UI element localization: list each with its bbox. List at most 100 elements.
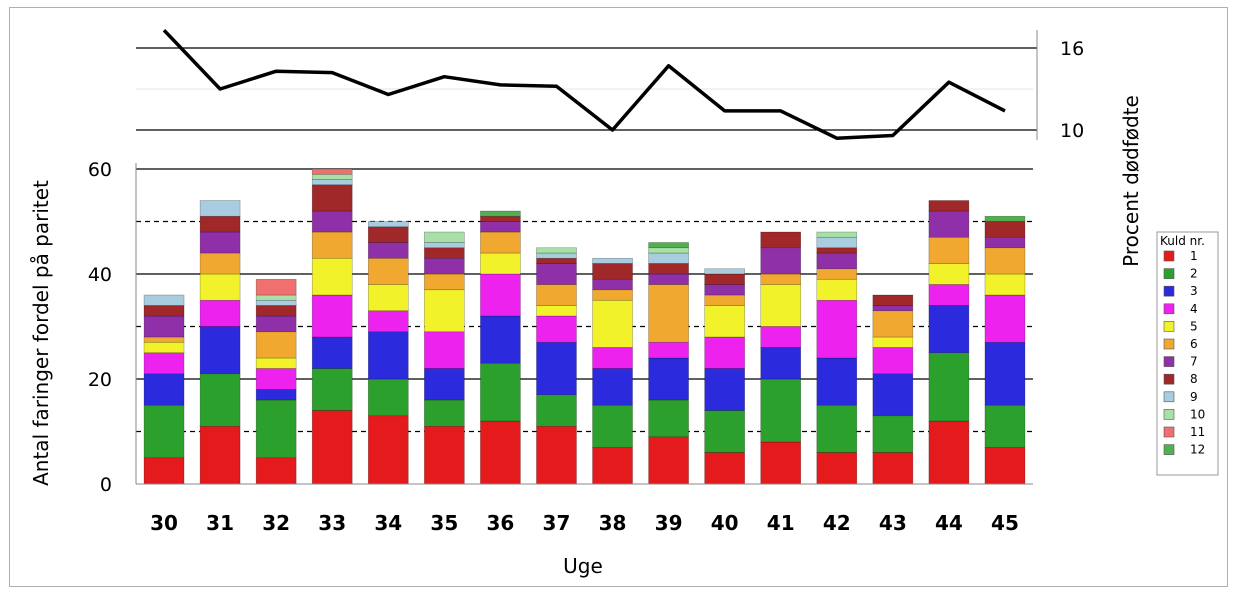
bar-segment xyxy=(872,336,914,348)
y2-tick-label: 16 xyxy=(1060,38,1084,60)
bar-segment xyxy=(984,215,1026,222)
bar-segment xyxy=(255,368,297,390)
chart-frame xyxy=(9,7,1228,587)
bar-segment xyxy=(816,236,858,249)
bar-segment xyxy=(199,252,241,275)
bar-segment xyxy=(984,221,1026,238)
bar-segment xyxy=(367,331,409,380)
bar-segment xyxy=(984,446,1026,485)
y-tick-label: 40 xyxy=(88,264,112,286)
bar-segment xyxy=(199,425,241,485)
bar-segment xyxy=(536,394,577,427)
legend-label: 11 xyxy=(1190,425,1205,439)
bar-segment xyxy=(480,315,521,364)
bar-segment xyxy=(760,347,802,380)
y-tick-label: 20 xyxy=(88,369,112,391)
bar-segment xyxy=(536,305,577,317)
bar-segment xyxy=(311,336,353,369)
y2-axis-label: Procent dødfødte xyxy=(1119,95,1143,267)
bar-segment xyxy=(424,231,465,243)
bar-segment xyxy=(704,410,745,453)
legend-label: 12 xyxy=(1190,443,1205,457)
bar-segment xyxy=(592,257,633,264)
bar-segment xyxy=(704,268,745,275)
bar-segment xyxy=(255,299,297,306)
bar-segment xyxy=(928,305,970,354)
bar-segment xyxy=(872,373,914,417)
legend-label: 6 xyxy=(1190,337,1198,351)
bar-segment xyxy=(255,331,297,359)
x-tick-label: 45 xyxy=(991,511,1019,535)
bar-segment xyxy=(984,236,1026,249)
bar-segment xyxy=(816,357,858,406)
bar-segment xyxy=(648,284,689,343)
bar-segment xyxy=(311,294,353,338)
bar-segment xyxy=(816,268,858,280)
x-tick-label: 42 xyxy=(823,511,851,535)
bar-segment xyxy=(648,436,689,485)
bar-segment xyxy=(311,179,353,186)
bar-segment xyxy=(760,247,802,275)
bar-segment xyxy=(536,284,577,306)
bar-segment xyxy=(367,378,409,417)
bar-segment xyxy=(143,352,185,375)
bar-segment xyxy=(816,299,858,359)
bar-panel: 0 20 40 60 30 31 32 33 34 35 36 37 38 39 40 41 42 43 44 45 xyxy=(88,159,1033,535)
bar-segment xyxy=(928,210,970,238)
bar-segment xyxy=(872,347,914,375)
bar-segment xyxy=(760,441,802,485)
bar-segment xyxy=(928,420,970,485)
bar-segment xyxy=(143,294,185,306)
bar-segment xyxy=(760,273,802,285)
stillborn-line xyxy=(162,28,1006,140)
bar-segment xyxy=(536,263,577,285)
bar-segment xyxy=(536,257,577,264)
legend-swatch xyxy=(1163,250,1175,262)
bar-segment xyxy=(143,315,185,338)
bar-segment xyxy=(199,373,241,427)
bar-segment xyxy=(984,404,1026,448)
bar-segment xyxy=(255,294,297,301)
bar-segment xyxy=(872,415,914,453)
x-tick-label: 32 xyxy=(262,511,290,535)
x-tick-label: 38 xyxy=(599,511,627,535)
bar-segment xyxy=(367,310,409,333)
bar-segment xyxy=(704,273,745,285)
bar-segment xyxy=(816,247,858,254)
x-tick-label: 44 xyxy=(935,511,963,535)
legend-swatch xyxy=(1163,373,1175,385)
legend-label: 8 xyxy=(1190,372,1198,386)
x-tick-label: 37 xyxy=(543,511,571,535)
bar-segment xyxy=(367,415,409,485)
x-tick-label: 40 xyxy=(711,511,739,535)
bar-segment xyxy=(592,347,633,369)
bar-segment xyxy=(816,231,858,238)
legend-swatch xyxy=(1163,268,1175,279)
legend-label: 3 xyxy=(1190,284,1198,298)
bar-segment xyxy=(648,273,689,285)
bar-segment xyxy=(480,231,521,254)
bar-segment xyxy=(872,452,914,485)
bar-segment xyxy=(872,305,914,312)
bar-segment xyxy=(143,457,185,485)
legend-label: 9 xyxy=(1190,390,1198,404)
bar-segment xyxy=(648,399,689,438)
bar-segment xyxy=(424,425,465,485)
legend-swatch xyxy=(1163,426,1175,438)
bar-segment xyxy=(592,289,633,301)
bar-segment xyxy=(424,399,465,427)
bar-segment xyxy=(311,410,353,485)
bar-segment xyxy=(536,425,577,485)
legend-title: Kuld nr. xyxy=(1160,234,1205,248)
bar-segment xyxy=(311,210,353,233)
x-tick-label: 41 xyxy=(767,511,795,535)
legend-swatch xyxy=(1163,391,1175,403)
bar-segment xyxy=(255,305,297,317)
bar-segment xyxy=(760,231,802,249)
legend-swatch xyxy=(1163,356,1175,367)
legend-label: 1 xyxy=(1190,249,1198,263)
bar-segment xyxy=(984,273,1026,296)
line-panel: 10 16 xyxy=(136,28,1084,142)
x-tick-label: 34 xyxy=(374,511,402,535)
